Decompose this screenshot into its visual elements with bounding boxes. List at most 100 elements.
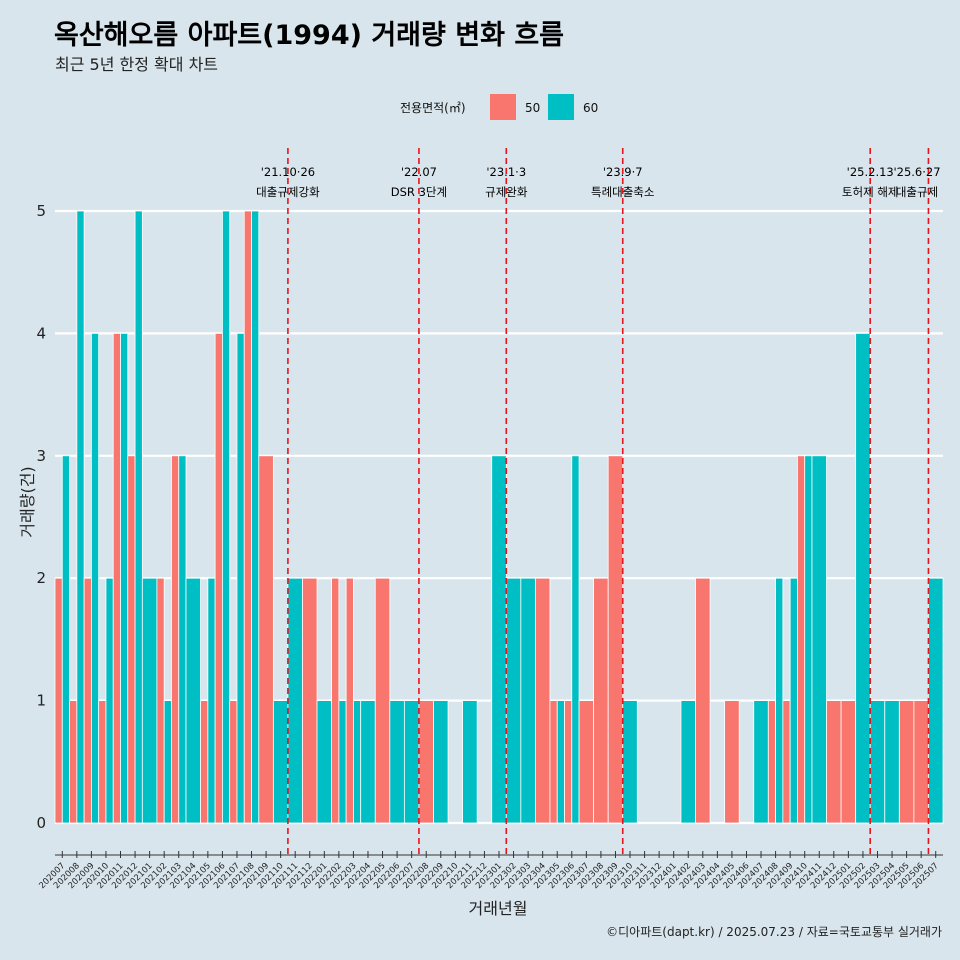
bar-60	[222, 210, 231, 824]
bar-50	[156, 577, 165, 824]
bar-50	[171, 455, 180, 824]
bar-50	[797, 455, 806, 824]
legend-swatch-60	[548, 94, 574, 120]
bar-60	[571, 455, 580, 824]
legend: 전용면적(㎡) 50 60	[400, 94, 598, 120]
bar-50	[826, 700, 842, 824]
bar-60	[804, 455, 813, 824]
bar-50	[69, 700, 78, 824]
bar-60	[389, 700, 405, 824]
bar-50	[782, 700, 791, 824]
bar-50	[200, 700, 209, 824]
bar-50	[767, 700, 776, 824]
bar-60	[855, 332, 871, 824]
event-date: '21.10·26	[261, 165, 315, 179]
bar-60	[178, 455, 187, 824]
bar-60	[775, 577, 784, 824]
annotations: '21.10·26 대출규제강화 '22.07 DSR 3단계 '23.1·3 규제완화 '…	[256, 148, 941, 855]
bar-50	[549, 700, 558, 824]
bar-60	[287, 577, 303, 824]
y-axis-title: 거래량(건)	[18, 466, 37, 537]
bar-60	[505, 577, 522, 824]
bar-50	[243, 210, 252, 824]
event-date: '23.9·7	[603, 165, 643, 179]
bar-50	[578, 700, 595, 824]
y-tick-label: 2	[36, 569, 46, 587]
legend-label-60: 60	[583, 101, 598, 115]
bar-50	[724, 700, 740, 824]
bar-60	[105, 577, 114, 824]
bar-60	[403, 700, 420, 824]
bar-60	[316, 700, 332, 824]
event-label: 규제완화	[485, 185, 528, 199]
bar-50	[593, 577, 609, 824]
bar-60	[120, 332, 129, 824]
bar-50	[913, 700, 929, 824]
bar-50	[98, 700, 107, 824]
y-tick-label: 1	[36, 692, 46, 710]
bar-50	[898, 700, 915, 824]
legend-swatch-50	[490, 94, 516, 120]
bar-60	[61, 455, 70, 824]
bar-60	[680, 700, 696, 824]
bar-60	[338, 700, 347, 824]
bar-50	[83, 577, 92, 824]
bar-60	[90, 332, 100, 824]
bar-60	[928, 577, 944, 824]
bar-50	[564, 700, 573, 824]
bar-60	[360, 700, 376, 824]
bar-60	[76, 210, 85, 824]
bar-50	[302, 577, 318, 824]
y-tick-label: 3	[36, 447, 46, 465]
event-date: '25.2.13	[847, 165, 894, 179]
bar-50	[331, 577, 340, 824]
bar-60	[556, 700, 565, 824]
bar-50	[374, 577, 391, 824]
event-date: '22.07	[401, 165, 437, 179]
event-label: 대출규제	[896, 185, 938, 199]
bar-50	[695, 577, 711, 824]
x-axis: 2020072020082020092020102020112020122021…	[37, 851, 943, 891]
chart-subtitle: 최근 5년 한정 확대 차트	[55, 55, 218, 74]
event-label: 대출규제강화	[256, 185, 320, 199]
bar-50	[345, 577, 354, 824]
y-axis: 0 1 2 3 4 5	[36, 202, 46, 832]
bar-50	[112, 332, 121, 824]
bar-50	[127, 455, 136, 824]
bar-60	[141, 577, 158, 824]
bar-60	[433, 700, 449, 824]
bar-60	[462, 700, 478, 824]
bar-60	[789, 577, 798, 824]
bar-50	[418, 700, 434, 824]
bar-60	[520, 577, 536, 824]
bar-60	[622, 700, 638, 824]
bar-60	[185, 577, 201, 824]
event-label: 토허제 해제	[842, 185, 899, 199]
bar-60	[811, 455, 827, 824]
bar-60	[753, 700, 769, 824]
bar-60	[272, 700, 289, 824]
legend-title: 전용면적(㎡)	[400, 101, 466, 115]
event-label: 특례대출축소	[591, 185, 654, 199]
bar-60	[163, 700, 172, 824]
bar-50	[229, 700, 238, 824]
bar-50	[840, 700, 857, 824]
bar-60	[251, 210, 260, 824]
event-date: '25.6·27	[893, 165, 940, 179]
bar-60	[207, 577, 216, 824]
x-axis-title: 거래년월	[469, 899, 528, 918]
y-tick-label: 4	[36, 324, 46, 342]
bar-50	[214, 332, 223, 824]
bars	[54, 210, 944, 824]
event-label: DSR 3단계	[391, 185, 447, 199]
bar-60	[869, 700, 886, 824]
legend-label-50: 50	[525, 101, 540, 115]
bar-60	[353, 700, 362, 824]
bar-50	[54, 577, 63, 824]
caption: ©디아파트(dapt.kr) / 2025.07.23 / 자료=국토교통부 실…	[606, 925, 942, 939]
bar-50	[258, 455, 274, 824]
bar-50	[607, 455, 624, 824]
bar-50	[534, 577, 551, 824]
event-date: '23.1·3	[486, 165, 526, 179]
